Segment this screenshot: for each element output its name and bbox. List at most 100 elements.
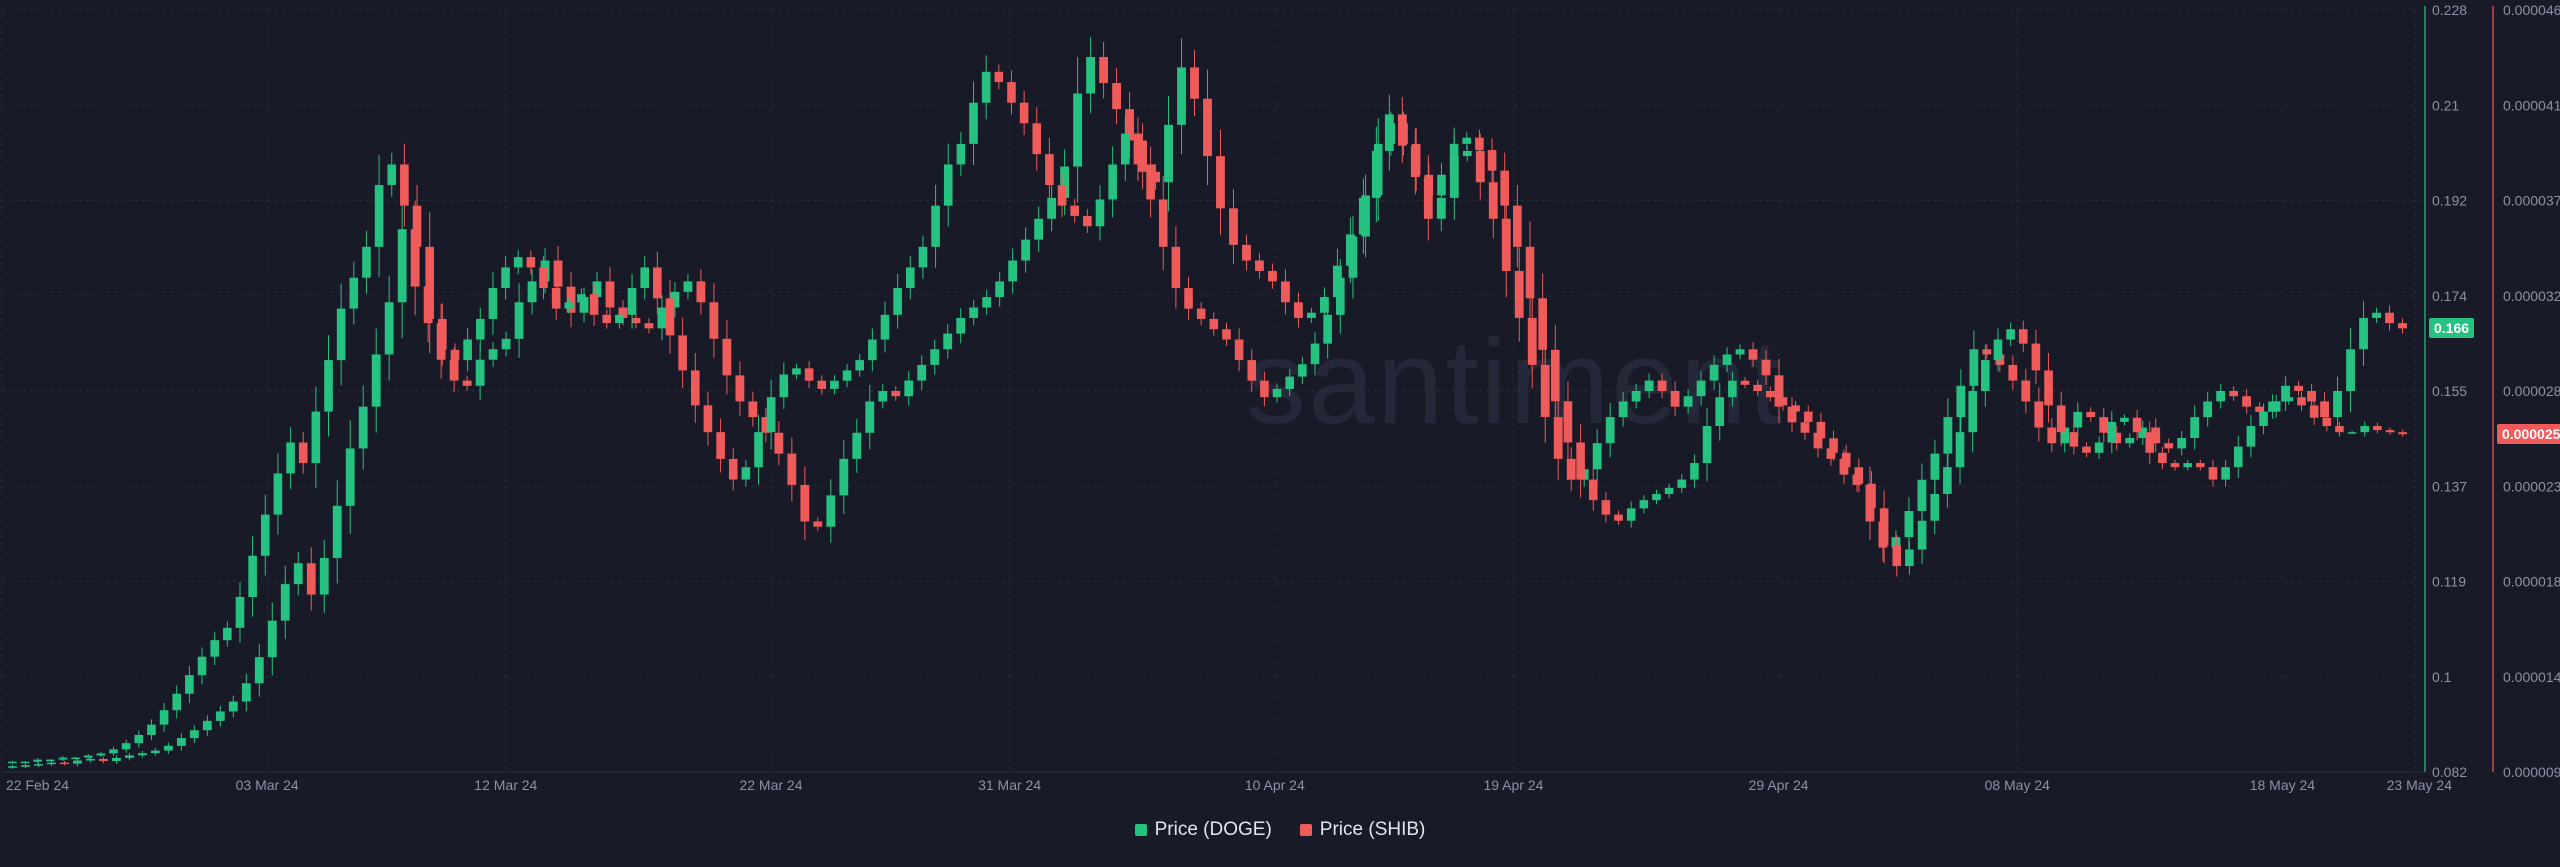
shib-candle[interactable]	[197, 647, 207, 685]
doge-candle[interactable]	[73, 757, 82, 767]
shib-candle[interactable]	[2006, 322, 2015, 347]
doge-candle[interactable]	[2229, 386, 2239, 401]
shib-candle[interactable]	[943, 143, 953, 227]
shib-candle[interactable]	[159, 702, 169, 732]
doge-candle[interactable]	[137, 750, 147, 758]
doge-candle[interactable]	[1982, 344, 1992, 360]
shib-candle[interactable]	[223, 621, 232, 647]
shib-candle[interactable]	[260, 494, 270, 576]
shib-candle[interactable]	[2385, 427, 2395, 435]
shib-candle[interactable]	[109, 746, 118, 756]
doge-candle[interactable]	[2099, 407, 2109, 443]
shib-candle[interactable]	[1234, 328, 1244, 372]
doge-candle[interactable]	[813, 517, 823, 532]
doge-candle[interactable]	[787, 437, 797, 502]
doge-candle[interactable]	[2021, 368, 2031, 414]
doge-candle[interactable]	[2372, 307, 2381, 323]
doge-candle[interactable]	[1904, 497, 1914, 551]
doge-candle[interactable]	[683, 273, 693, 300]
shib-candle[interactable]	[2347, 430, 2357, 434]
doge-candle[interactable]	[163, 742, 173, 755]
doge-candle[interactable]	[2164, 438, 2174, 454]
doge-candle[interactable]	[1177, 38, 1186, 155]
shib-candle[interactable]	[1500, 152, 1510, 224]
shib-candle[interactable]	[1184, 276, 1193, 320]
shib-candle[interactable]	[463, 328, 472, 372]
doge-candle[interactable]	[1086, 37, 1096, 114]
shib-candle[interactable]	[1766, 386, 1775, 402]
doge-candle[interactable]	[709, 283, 719, 358]
shib-candle[interactable]	[1108, 146, 1117, 218]
shib-candle[interactable]	[918, 235, 928, 279]
shib-candle[interactable]	[362, 230, 371, 294]
shib-candle[interactable]	[842, 364, 852, 388]
shib-candle[interactable]	[830, 375, 839, 395]
shib-candle[interactable]	[2322, 412, 2332, 432]
doge-candle[interactable]	[1268, 263, 1277, 289]
doge-candle[interactable]	[2177, 430, 2187, 456]
doge-candle[interactable]	[748, 392, 758, 427]
doge-candle[interactable]	[1644, 373, 1654, 399]
shib-candle[interactable]	[615, 309, 624, 329]
shib-candle[interactable]	[665, 279, 675, 354]
doge-candle[interactable]	[215, 705, 225, 727]
shib-candle[interactable]	[2373, 422, 2382, 434]
shib-candle[interactable]	[1905, 540, 1914, 575]
shib-candle[interactable]	[2107, 411, 2117, 454]
shib-candle[interactable]	[741, 460, 751, 487]
shib-candle[interactable]	[1892, 535, 1902, 577]
doge-candle[interactable]	[722, 319, 732, 395]
doge-candle[interactable]	[1008, 248, 1018, 294]
shib-candle[interactable]	[1652, 489, 1661, 505]
doge-candle[interactable]	[878, 383, 888, 409]
shib-candle[interactable]	[1272, 383, 1282, 403]
shib-candle[interactable]	[1803, 405, 1813, 429]
shib-candle[interactable]	[387, 152, 397, 197]
shib-candle[interactable]	[728, 448, 738, 491]
doge-candle[interactable]	[1943, 398, 1953, 473]
doge-candle[interactable]	[1553, 396, 1563, 480]
doge-candle[interactable]	[2112, 425, 2122, 451]
doge-candle[interactable]	[982, 289, 992, 315]
shib-candle[interactable]	[2094, 436, 2104, 459]
doge-candle[interactable]	[1047, 185, 1057, 232]
shib-candle[interactable]	[58, 756, 68, 762]
shib-candle[interactable]	[1083, 209, 1092, 234]
shib-candle[interactable]	[324, 335, 333, 437]
shib-candle[interactable]	[311, 386, 321, 488]
legend-item-doge[interactable]: Price (DOGE)	[1134, 819, 1272, 841]
shib-candle[interactable]	[2284, 393, 2294, 405]
shib-candle[interactable]	[1158, 176, 1168, 271]
shib-candle[interactable]	[1348, 215, 1358, 299]
shib-candle[interactable]	[33, 758, 42, 764]
shib-candle[interactable]	[779, 362, 789, 410]
shib-candle[interactable]	[2221, 460, 2230, 487]
doge-candle[interactable]	[956, 308, 966, 344]
doge-candle[interactable]	[1423, 155, 1433, 241]
shib-candle[interactable]	[336, 283, 346, 386]
doge-candle[interactable]	[2385, 305, 2394, 331]
doge-candle[interactable]	[293, 551, 303, 596]
doge-candle[interactable]	[2216, 383, 2226, 409]
shib-candle[interactable]	[501, 256, 510, 300]
shib-candle[interactable]	[1626, 501, 1636, 528]
shib-candle[interactable]	[235, 581, 245, 643]
doge-candle[interactable]	[21, 763, 30, 769]
doge-candle[interactable]	[1164, 95, 1173, 212]
doge-candle[interactable]	[631, 312, 641, 329]
doge-candle[interactable]	[1787, 397, 1797, 432]
shib-candle[interactable]	[1955, 414, 1965, 485]
shib-candle[interactable]	[513, 250, 523, 275]
shib-candle[interactable]	[1614, 510, 1623, 525]
shib-candle[interactable]	[551, 276, 561, 320]
shib-candle[interactable]	[577, 288, 586, 309]
shib-candle[interactable]	[2082, 442, 2091, 458]
shib-candle[interactable]	[450, 343, 460, 367]
doge-candle[interactable]	[1203, 69, 1212, 186]
doge-candle[interactable]	[1670, 381, 1680, 417]
doge-candle[interactable]	[1229, 189, 1238, 265]
shib-candle[interactable]	[1715, 382, 1725, 441]
shib-candle[interactable]	[1601, 492, 1611, 523]
doge-candle[interactable]	[2073, 402, 2083, 437]
